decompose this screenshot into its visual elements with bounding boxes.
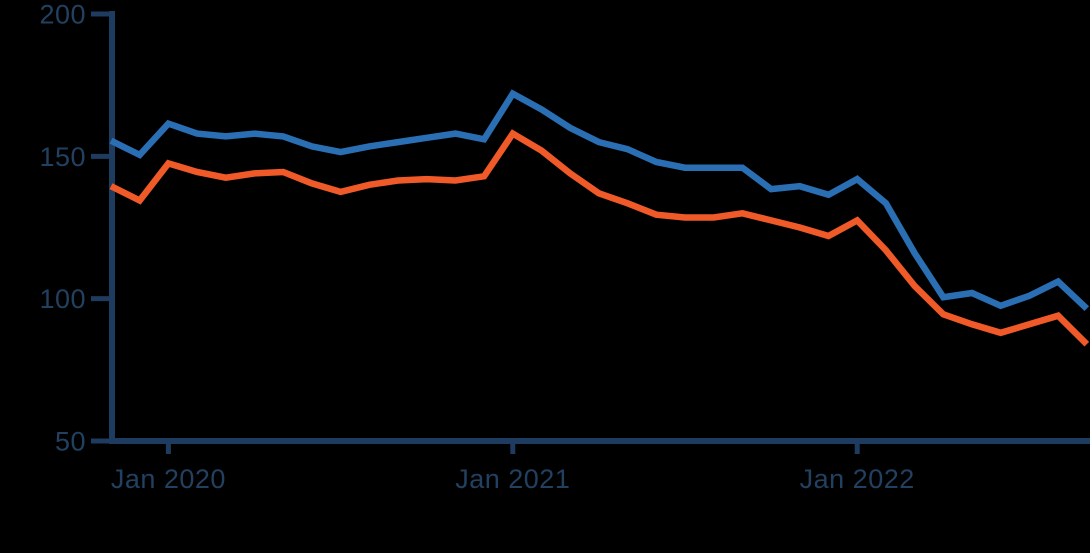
y-axis-tick-label: 200	[39, 0, 86, 30]
series-line-blue	[109, 89, 1090, 311]
y-axis-tick-label: 100	[39, 284, 86, 314]
x-axis-tick-label: Jan 2020	[111, 464, 226, 494]
x-axis-tick-label: Jan 2021	[455, 464, 570, 494]
x-axis-tick-label: Jan 2022	[800, 464, 915, 494]
y-axis-tick-label: 50	[55, 427, 86, 457]
y-axis-tick-label: 150	[39, 142, 86, 172]
series-line-orange	[109, 129, 1090, 347]
